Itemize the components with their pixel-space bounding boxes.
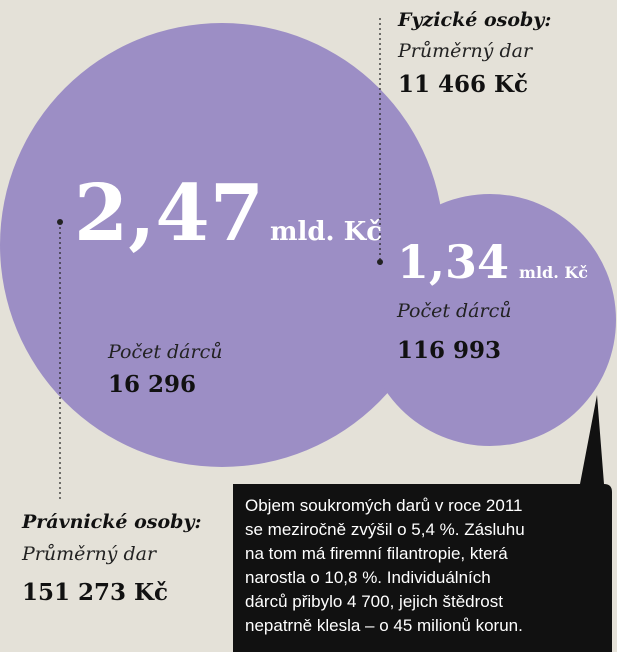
amount: 1,34 <box>397 235 509 289</box>
label: Průměrný dar <box>21 543 158 565</box>
callout-line: dárců přibylo 4 700, jejich štědrost <box>245 592 503 611</box>
small-bubble <box>364 194 616 446</box>
big-bubble <box>0 23 444 467</box>
label: Právnické osoby: <box>21 511 202 533</box>
leader-dot <box>377 259 383 265</box>
amount: 2,47 <box>74 168 264 259</box>
label: Počet dárců <box>107 341 222 363</box>
leader-dot <box>57 219 63 225</box>
label: Průměrný dar <box>397 40 534 62</box>
callout-line: na tom má firemní filantropie, která <box>245 544 508 563</box>
big-amount: 2,47 mld. Kč <box>74 168 382 259</box>
callout-box <box>233 395 612 652</box>
callout-text: Objem soukromých darů v roce 2011 se mezi… <box>245 496 525 635</box>
callout-line: narostla o 10,8 %. Individuálních <box>245 568 491 587</box>
value: 11 466 Kč <box>398 71 528 98</box>
small-amount: 1,34 mld. Kč <box>397 235 588 289</box>
callout-line: se meziročně zvýšil o 5,4 %. Zásluhu <box>245 520 525 539</box>
value: 151 273 Kč <box>22 579 168 606</box>
value: 116 993 <box>397 337 501 364</box>
callout-line: Objem soukromých darů v roce 2011 <box>245 496 522 515</box>
callout-line: nepatrně klesla – o 45 milionů korun. <box>245 616 523 635</box>
unit: mld. Kč <box>519 263 588 282</box>
unit: mld. Kč <box>270 217 382 247</box>
label: Počet dárců <box>396 300 511 322</box>
label: Fyzické osoby: <box>397 9 551 31</box>
value: 16 296 <box>108 371 196 398</box>
